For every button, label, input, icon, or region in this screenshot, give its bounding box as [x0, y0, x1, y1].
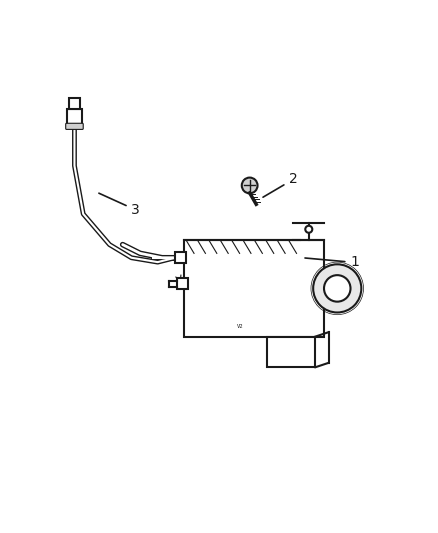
Text: 2: 2: [263, 172, 298, 197]
Text: 3: 3: [99, 193, 140, 217]
Bar: [67, 109, 82, 126]
Circle shape: [313, 264, 361, 312]
Circle shape: [324, 275, 350, 302]
Text: V2: V2: [237, 324, 243, 329]
Bar: [69, 98, 80, 109]
Text: 1: 1: [305, 255, 359, 270]
Bar: [184, 240, 324, 336]
Circle shape: [305, 226, 312, 233]
FancyBboxPatch shape: [66, 123, 83, 130]
Bar: [177, 278, 188, 289]
Bar: [175, 253, 186, 263]
Circle shape: [242, 177, 258, 193]
Bar: [267, 336, 315, 367]
